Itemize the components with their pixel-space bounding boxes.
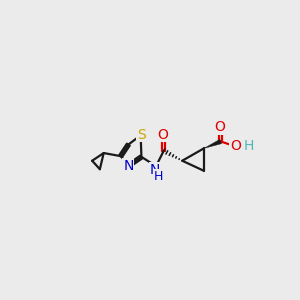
Text: O: O [214, 120, 225, 134]
Text: H: H [243, 139, 254, 153]
Text: O: O [230, 139, 241, 153]
Polygon shape [204, 140, 222, 148]
Text: O: O [158, 128, 168, 142]
Text: S: S [137, 128, 146, 142]
Text: N: N [150, 163, 160, 177]
Text: N: N [123, 159, 134, 173]
Text: H: H [154, 169, 163, 183]
